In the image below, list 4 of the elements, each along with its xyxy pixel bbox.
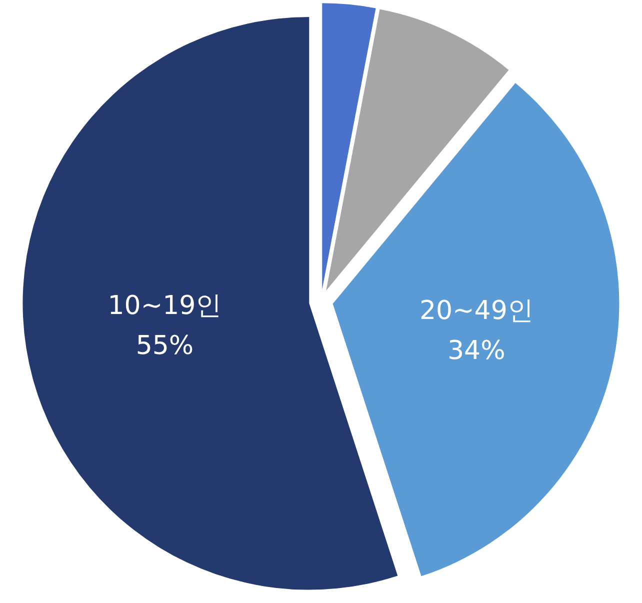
data-label: 34% <box>448 336 506 366</box>
slice-label: 10~19인 <box>108 291 222 322</box>
slice-label: 20~49인 <box>419 296 534 326</box>
data-label: 55% <box>136 331 194 362</box>
